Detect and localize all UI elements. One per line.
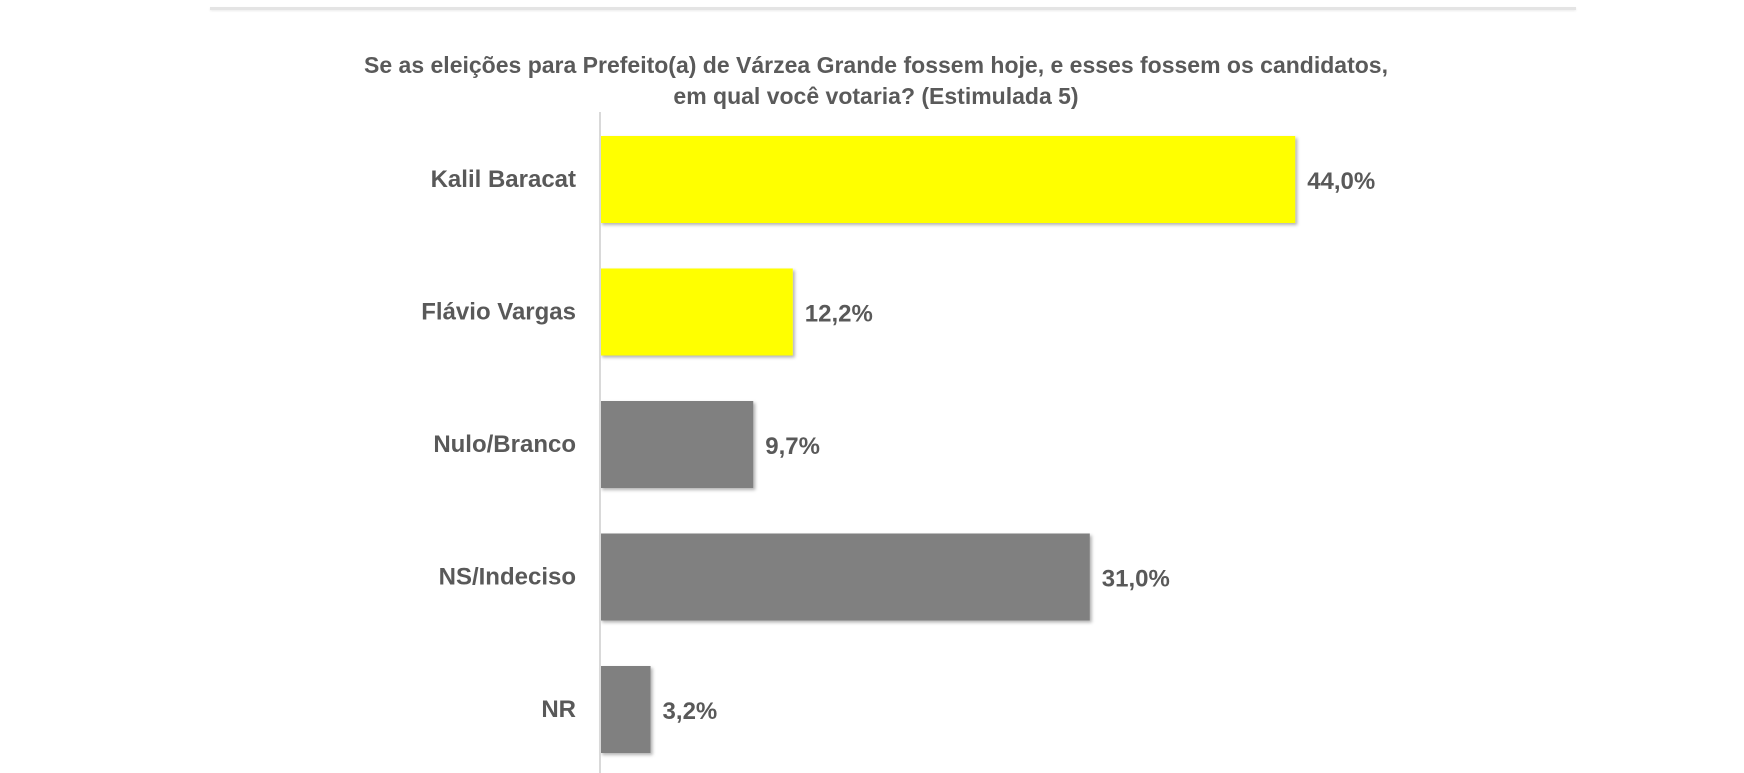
bar-ns-indeciso — [600, 533, 1090, 621]
chart-title-line-1: Se as eleições para Prefeito(a) de Várze… — [364, 52, 1388, 78]
bar-nulo-branco — [600, 401, 754, 488]
category-label-nr: NR — [541, 696, 576, 723]
category-label-kalil-baracat: Kalil Baracat — [431, 166, 576, 193]
category-label-ns-indeciso: NS/Indeciso — [439, 564, 576, 591]
bar-flavio-vargas — [600, 268, 793, 356]
chart-title-line-2: em qual você votaria? (Estimulada 5) — [673, 83, 1079, 109]
value-label-nulo-branco: 9,7% — [765, 433, 820, 460]
bar-kalil-baracat — [600, 136, 1296, 223]
value-label-ns-indeciso: 31,0% — [1102, 566, 1170, 593]
category-label-nulo-branco: Nulo/Branco — [433, 431, 576, 458]
value-label-flavio-vargas: 12,2% — [805, 301, 873, 328]
category-label-flavio-vargas: Flávio Vargas — [421, 299, 576, 326]
bar-nr — [600, 666, 651, 753]
top-divider — [210, 7, 1576, 10]
chart-title: Se as eleições para Prefeito(a) de Várze… — [300, 50, 1452, 112]
value-label-kalil-baracat: 44,0% — [1307, 168, 1375, 195]
value-label-nr: 3,2% — [663, 698, 718, 725]
